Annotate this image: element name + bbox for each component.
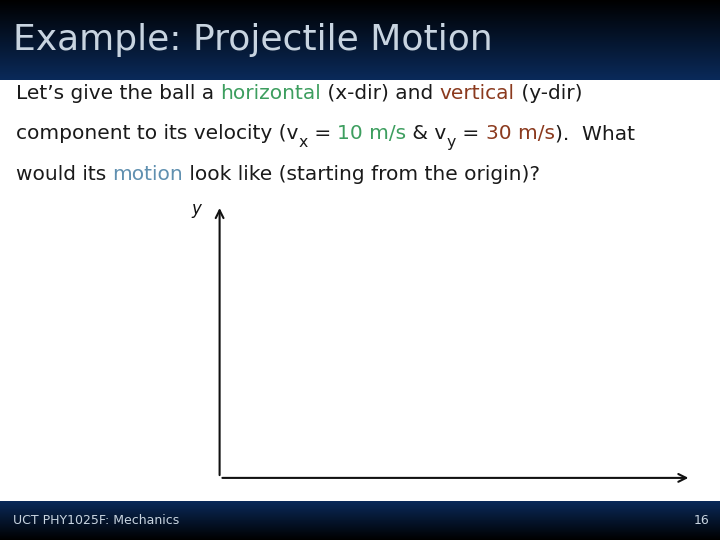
Text: UCT PHY1025F: Mechanics: UCT PHY1025F: Mechanics [13, 514, 179, 527]
Text: Example: Projectile Motion: Example: Projectile Motion [13, 23, 492, 57]
Text: ).  What: ). What [554, 124, 634, 143]
Text: y: y [192, 200, 202, 218]
Text: x: x [298, 135, 307, 150]
Text: horizontal: horizontal [220, 84, 321, 103]
Text: Let’s give the ball a: Let’s give the ball a [16, 84, 220, 103]
Text: motion: motion [112, 165, 183, 184]
Text: 16: 16 [693, 514, 709, 527]
Text: (x-dir) and: (x-dir) and [321, 84, 440, 103]
Text: 30 m/s: 30 m/s [485, 124, 554, 143]
Text: y: y [446, 135, 456, 150]
Text: x: x [697, 500, 707, 517]
Text: look like (starting from the origin)?: look like (starting from the origin)? [183, 165, 540, 184]
Text: =: = [456, 124, 485, 143]
Text: component to its velocity (v: component to its velocity (v [16, 124, 298, 143]
Text: vertical: vertical [440, 84, 515, 103]
Text: =: = [307, 124, 337, 143]
Text: & v: & v [406, 124, 446, 143]
Text: (y-dir): (y-dir) [515, 84, 582, 103]
Text: would its: would its [16, 165, 112, 184]
Text: 10 m/s: 10 m/s [337, 124, 406, 143]
